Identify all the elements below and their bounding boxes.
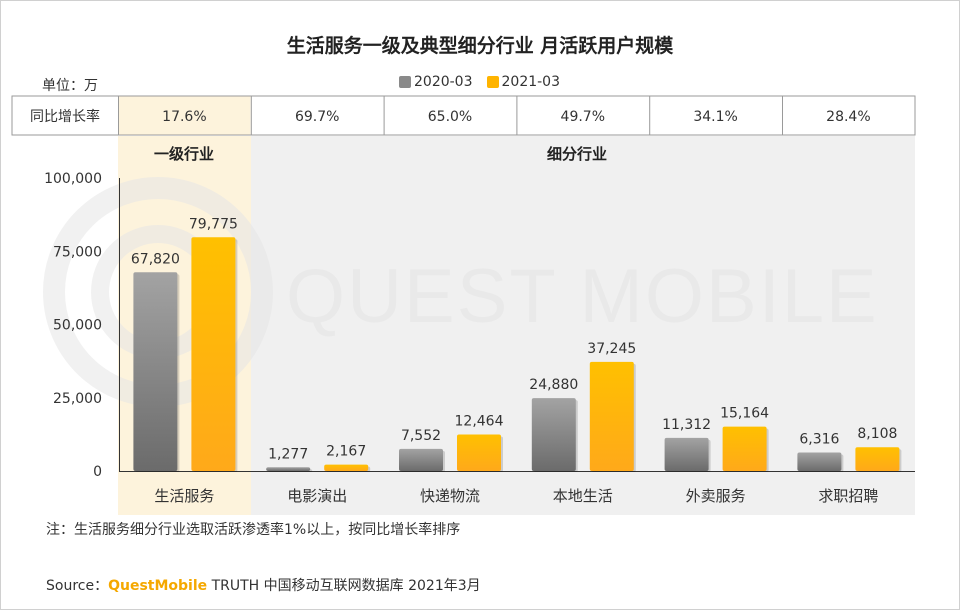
bar-2020 — [399, 448, 443, 471]
bar-2020 — [531, 398, 576, 471]
yoy-table: 同比增长率 17.6% 69.7% 65.0% 49.7% 34.1% 28.4% — [11, 95, 916, 136]
bar-value-label: 11,312 — [662, 417, 711, 433]
y-tick-label: 100,000 — [44, 171, 102, 187]
bar-value-label: 67,820 — [131, 251, 180, 267]
group-label-primary: 一级行业 — [154, 145, 214, 163]
bar-2020 — [664, 437, 709, 471]
yoy-highlight-cell — [118, 96, 251, 135]
yoy-cell-value: 17.6% — [162, 109, 206, 125]
legend-swatch-2020 — [399, 76, 411, 88]
yoy-table-frame — [11, 95, 916, 136]
bar-2020 — [266, 467, 311, 471]
bar-value-label: 7,552 — [401, 428, 441, 444]
legend-label-2021: 2021-03 — [501, 74, 561, 90]
bar-value-label: 24,880 — [529, 377, 578, 393]
yoy-cell-value: 49.7% — [561, 109, 605, 125]
yoy-cells: 17.6% 69.7% 65.0% 49.7% 34.1% 28.4% — [118, 96, 871, 135]
chart-title: 生活服务一级及典型细分行业 月活跃用户规模 — [286, 35, 674, 57]
bar-value-label: 12,464 — [455, 413, 504, 429]
group-label-sub: 细分行业 — [547, 145, 607, 163]
value-labels: 67,820 79,775 1,277 2,167 7,552 12,464 24,880 3… — [131, 216, 898, 462]
bar-value-label: 79,775 — [189, 216, 238, 232]
watermark-text: QUEST MOBILE — [286, 254, 879, 339]
legend-swatch-2021 — [486, 76, 499, 88]
legend-item-2021: 2021-03 — [486, 74, 561, 90]
category-labels: 生活服务 电影演出 快递物流 本地生活 外卖服务 求职招聘 — [154, 487, 878, 505]
y-tick-label: 25,000 — [53, 391, 102, 407]
watermark: QUEST MOBILE — [43, 177, 879, 407]
y-tick-label: 75,000 — [53, 244, 102, 260]
x-tick-label: 电影演出 — [287, 487, 347, 505]
bars — [133, 237, 902, 472]
bar-value-label: 8,108 — [857, 426, 897, 442]
yoy-cell-value: 28.4% — [826, 109, 870, 125]
x-tick-label: 快递物流 — [420, 487, 480, 505]
yoy-cell-value: 34.1% — [693, 109, 737, 125]
bar-2021 — [457, 434, 501, 471]
bar-2021 — [855, 447, 900, 471]
bar-2020 — [797, 452, 842, 471]
source-brand: QuestMobile — [108, 578, 208, 594]
y-tick-label: 0 — [93, 464, 102, 480]
sub-band — [251, 136, 915, 515]
legend-label-2020: 2020-03 — [414, 74, 473, 90]
y-tick-label: 50,000 — [53, 318, 102, 334]
yoy-cell-value: 65.0% — [428, 109, 472, 125]
bar-value-label: 15,164 — [720, 406, 769, 422]
bar-value-label: 37,245 — [587, 341, 636, 357]
bar-2021 — [589, 361, 634, 471]
bar-2021 — [722, 426, 767, 471]
footnote: 注：生活服务细分行业选取活跃渗透率1%以上，按同比增长率排序 — [46, 522, 461, 538]
x-tick-label: 本地生活 — [553, 487, 613, 505]
source-prefix: Source： — [46, 578, 109, 594]
bar-2020 — [133, 272, 178, 471]
source-rest: TRUTH 中国移动互联网数据库 2021年3月 — [207, 578, 481, 594]
bar-2021 — [324, 464, 369, 471]
x-tick-label: 外卖服务 — [686, 487, 746, 505]
bar-value-label: 1,277 — [268, 446, 308, 462]
y-ticks: 0 25,000 50,000 75,000 100,000 — [44, 171, 102, 480]
bar-value-label: 6,316 — [799, 431, 839, 447]
source-line: Source：QuestMobile TRUTH 中国移动互联网数据库 2021… — [46, 575, 481, 595]
yoy-header-label: 同比增长率 — [30, 108, 100, 125]
yoy-cell-value: 69.7% — [295, 109, 339, 125]
unit-label: 单位：万 — [42, 78, 98, 94]
bar-2021 — [191, 237, 236, 471]
legend-item-2020: 2020-03 — [399, 74, 473, 90]
x-tick-label: 生活服务 — [154, 487, 214, 505]
bar-value-label: 2,167 — [326, 444, 366, 460]
legend: 2020-03 2021-03 — [399, 73, 574, 91]
x-tick-label: 求职招聘 — [818, 487, 878, 505]
